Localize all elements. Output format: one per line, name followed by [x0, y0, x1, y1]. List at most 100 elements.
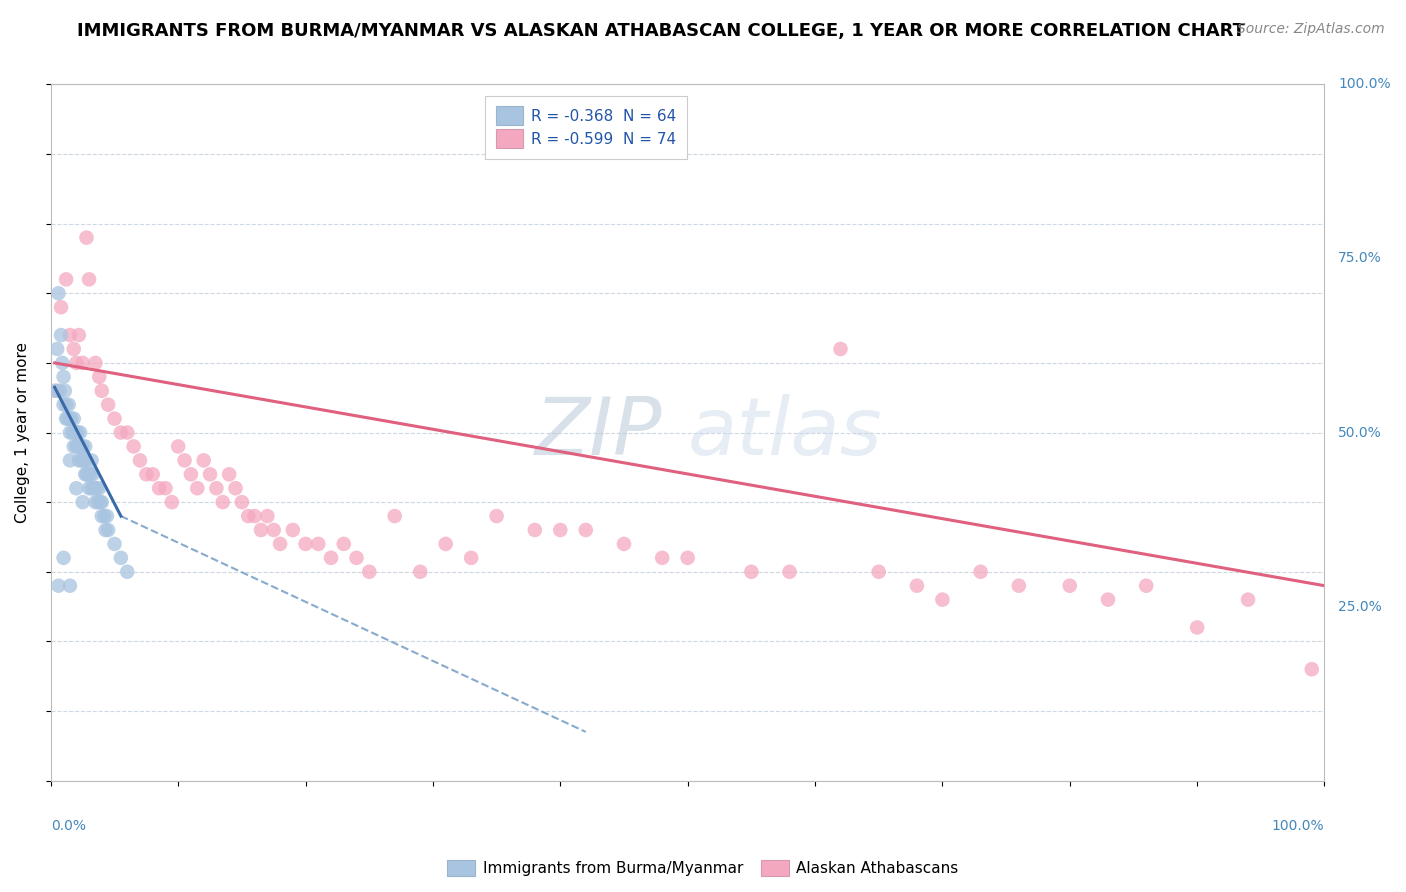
Point: [75, 467, 97, 482]
Y-axis label: College, 1 year or more: College, 1 year or more: [15, 342, 30, 523]
Point: [77, 467, 100, 482]
Point: [44, 384, 66, 398]
Text: 50.0%: 50.0%: [1339, 425, 1382, 440]
Point: [740, 565, 762, 579]
Point: [173, 453, 195, 467]
Point: [135, 467, 157, 482]
Point: [89, 369, 111, 384]
Point: [1301, 662, 1323, 676]
Point: [142, 467, 165, 482]
Point: [48, 286, 70, 301]
Point: [66, 425, 89, 440]
Point: [76, 467, 98, 482]
Point: [52, 369, 75, 384]
Point: [1008, 579, 1031, 593]
Point: [46, 384, 69, 398]
Point: [73, 453, 96, 467]
Point: [76, 467, 98, 482]
Point: [72, 440, 94, 454]
Point: [77, 272, 100, 286]
Point: [1185, 620, 1208, 634]
Point: [87, 495, 110, 509]
Point: [931, 592, 953, 607]
Point: [55, 411, 77, 425]
Point: [281, 523, 304, 537]
Point: [65, 481, 87, 495]
Text: IMMIGRANTS FROM BURMA/MYANMAR VS ALASKAN ATHABASCAN COLLEGE, 1 YEAR OR MORE CORR: IMMIGRANTS FROM BURMA/MYANMAR VS ALASKAN…: [77, 22, 1246, 40]
Point: [72, 356, 94, 370]
Point: [69, 425, 91, 440]
Point: [48, 384, 70, 398]
Point: [67, 453, 90, 467]
Point: [62, 425, 84, 440]
Point: [96, 509, 118, 524]
Text: 0.0%: 0.0%: [51, 819, 86, 833]
Point: [186, 481, 208, 495]
Text: 100.0%: 100.0%: [1339, 78, 1391, 92]
Point: [485, 509, 508, 524]
Point: [65, 440, 87, 454]
Point: [155, 481, 177, 495]
Point: [97, 523, 120, 537]
Point: [46, 342, 69, 356]
Text: 25.0%: 25.0%: [1339, 599, 1382, 614]
Point: [550, 523, 572, 537]
Point: [53, 384, 76, 398]
Point: [110, 550, 132, 565]
Point: [76, 453, 98, 467]
Point: [613, 537, 636, 551]
Text: 100.0%: 100.0%: [1272, 819, 1324, 833]
Point: [65, 425, 87, 440]
Point: [97, 398, 120, 412]
Point: [575, 523, 598, 537]
Point: [70, 453, 93, 467]
Point: [80, 481, 103, 495]
Point: [62, 411, 84, 425]
Text: 75.0%: 75.0%: [1339, 252, 1382, 266]
Point: [243, 509, 266, 524]
Point: [1135, 579, 1157, 593]
Point: [523, 523, 546, 537]
Point: [651, 550, 673, 565]
Point: [72, 453, 94, 467]
Point: [294, 537, 316, 551]
Point: [67, 328, 90, 343]
Point: [460, 550, 482, 565]
Point: [52, 398, 75, 412]
Point: [868, 565, 890, 579]
Point: [59, 411, 82, 425]
Point: [62, 440, 84, 454]
Point: [263, 523, 285, 537]
Point: [122, 440, 145, 454]
Point: [319, 550, 342, 565]
Point: [193, 453, 215, 467]
Point: [75, 440, 97, 454]
Point: [72, 495, 94, 509]
Point: [60, 411, 83, 425]
Point: [110, 425, 132, 440]
Point: [969, 565, 991, 579]
Point: [409, 565, 432, 579]
Point: [49, 328, 72, 343]
Point: [70, 440, 93, 454]
Point: [82, 467, 104, 482]
Point: [117, 565, 139, 579]
Point: [384, 509, 406, 524]
Point: [160, 495, 183, 509]
Point: [86, 481, 108, 495]
Point: [59, 453, 82, 467]
Point: [779, 565, 801, 579]
Point: [67, 440, 90, 454]
Point: [62, 342, 84, 356]
Point: [231, 495, 253, 509]
Point: [830, 342, 852, 356]
Point: [93, 509, 115, 524]
Point: [211, 495, 233, 509]
Point: [90, 495, 112, 509]
Point: [65, 356, 87, 370]
Legend: Immigrants from Burma/Myanmar, Alaskan Athabascans: Immigrants from Burma/Myanmar, Alaskan A…: [441, 855, 965, 882]
Point: [55, 272, 77, 286]
Point: [58, 398, 80, 412]
Point: [76, 230, 98, 244]
Point: [77, 481, 100, 495]
